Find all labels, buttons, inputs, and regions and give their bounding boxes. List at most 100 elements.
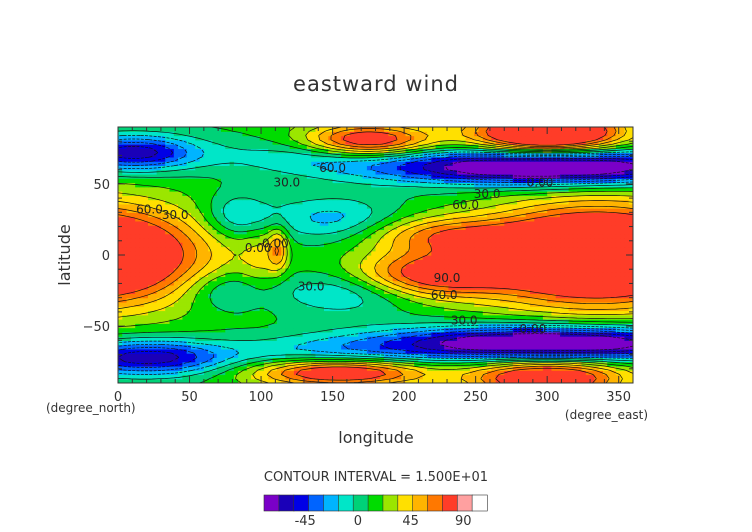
contour-fill-cell [332,336,338,341]
contour-fill-cell [302,319,308,324]
contour-fill-cell [319,246,325,252]
contour-fill-cell [534,336,540,341]
contour-fill-cell [315,297,321,303]
contour-fill-cell [504,284,510,290]
contour-fill-cell [388,289,394,294]
contour-fill-cell [169,306,175,312]
contour-fill-cell [555,242,561,248]
contour-fill-cell [366,246,372,252]
contour-fill-cell [130,378,136,383]
contour-fill-cell [409,237,415,243]
contour-fill-cell [285,361,291,367]
contour-fill-cell [512,208,518,213]
contour-fill-cell [521,289,527,294]
contour-fill-cell [427,212,432,218]
contour-fill-cell [118,301,123,307]
contour-fill-cell [521,250,527,256]
contour-fill-cell [602,220,608,226]
contour-fill-cell [246,370,252,376]
contour-fill-cell [461,293,467,299]
contour-fill-cell [233,276,239,282]
contour-fill-cell [427,255,432,260]
contour-fill-cell [345,370,351,376]
contour-fill-cell [474,276,480,282]
contour-fill-cell [465,301,471,307]
contour-fill-cell [396,229,402,235]
contour-fill-cell [315,331,321,337]
contour-fill-cell [354,378,359,383]
contour-fill-cell [169,361,175,367]
contour-fill-cell [405,353,411,358]
contour-fill-cell [251,233,256,239]
contour-fill-cell [118,203,123,209]
contour-fill-cell [491,319,497,324]
contour-fill-cell [126,306,132,312]
contour-fill-cell [358,237,364,243]
contour-fill-cell [208,319,214,324]
contour-fill-cell [242,225,248,230]
contour-fill-cell [272,263,278,269]
contour-fill-cell [293,293,299,299]
contour-fill-cell [491,233,497,239]
contour-fill-cell [534,289,540,294]
contour-fill-cell [208,310,214,316]
contour-fill-cell [577,233,583,239]
contour-fill-cell [379,370,385,376]
contour-fill-cell [504,276,510,282]
contour-fill-cell [152,365,158,371]
contour-fill-cell [178,344,183,350]
contour-fill-cell [246,378,252,383]
contour-fill-cell [311,306,317,312]
contour-fill-cell [285,225,291,230]
contour-fill-cell [615,259,621,265]
contour-fill-cell [491,220,497,226]
contour-fill-cell [242,340,248,346]
contour-fill-cell [306,208,312,213]
contour-fill-cell [581,323,587,329]
contour-fill-cell [461,272,467,277]
contour-fill-cell [263,378,269,383]
contour-fill-cell [263,344,269,350]
contour-fill-cell [319,301,325,307]
contour-fill-cell [302,267,308,273]
contour-fill-cell [246,361,252,367]
contour-fill-cell [118,297,123,303]
contour-fill-cell [547,233,553,239]
contour-fill-cell [130,272,136,277]
contour-fill-cell [590,263,595,269]
contour-fill-cell [487,340,492,346]
contour-fill-cell [530,310,535,316]
contour-fill-cell [512,284,518,290]
contour-fill-cell [148,208,153,213]
contour-fill-cell [328,314,334,320]
contour-fill-cell [182,353,188,358]
contour-fill-cell [414,306,420,312]
contour-fill-cell [208,340,214,346]
contour-fill-cell [384,284,389,290]
contour-fill-cell [148,336,153,341]
contour-fill-cell [156,216,162,222]
contour-fill-cell [448,225,454,230]
contour-fill-cell [422,229,428,235]
contour-fill-cell [598,255,604,260]
contour-fill-cell [263,365,269,371]
contour-fill-cell [555,378,561,383]
contour-fill-cell [126,319,132,324]
contour-fill-cell [281,314,286,320]
contour-fill-cell [306,225,312,230]
contour-fill-cell [306,212,312,218]
contour-fill-cell [628,378,633,383]
contour-fill-cell [143,284,149,290]
contour-fill-cell [585,280,591,286]
contour-fill-cell [311,301,317,307]
contour-fill-cell [233,216,239,222]
contour-fill-cell [276,327,282,333]
contour-fill-cell [293,276,299,282]
contour-fill-cell [324,216,329,222]
contour-fill-cell [615,212,621,218]
contour-fill-cell [221,353,226,358]
contour-fill-cell [341,331,347,337]
contour-fill-cell [143,314,149,320]
contour-fill-cell [538,237,544,243]
contour-fill-cell [469,289,475,294]
